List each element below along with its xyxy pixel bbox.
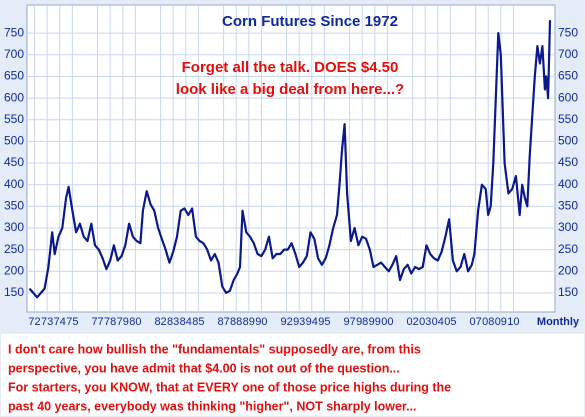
y-tick-label: 450 [4,155,24,169]
y-tick-label: 400 [4,177,24,191]
x-tick-label: 73 [41,316,53,328]
y-tick-label: 150 [558,285,578,299]
y-tick-label: 300 [4,220,24,234]
caption-box [1,334,584,416]
x-tick-label: 88 [230,316,242,328]
x-tick-label: 74 [54,316,66,328]
x-tick-label: 99 [369,316,381,328]
x-tick-label: 09 [495,316,507,328]
x-tick-label: 82 [154,316,166,328]
y-tick-label: 450 [558,155,578,169]
y-tick-label: 650 [4,69,24,83]
y-tick-label: 150 [4,285,24,299]
y-tick-label: 600 [4,90,24,104]
caption-line: I don't care how bullish the "fundamenta… [8,342,421,356]
x-tick-label: 00 [381,316,393,328]
y-tick-label: 350 [4,199,24,213]
x-tick-label: 97 [343,316,355,328]
x-tick-label: 07 [469,316,481,328]
x-tick-label: 04 [432,316,444,328]
y-tick-label: 550 [4,112,24,126]
y-tick-label: 250 [558,242,578,256]
x-tick-label: 79 [117,316,129,328]
y-tick-label: 200 [558,263,578,277]
y-tick-label: 500 [4,134,24,148]
x-tick-label: 08 [482,316,494,328]
x-tick-label: 94 [306,316,318,328]
x-tick-label: 78 [104,316,116,328]
x-tick-label: 98 [356,316,368,328]
y-tick-label: 750 [4,25,24,39]
y-tick-label: 750 [558,25,578,39]
x-tick-label: 75 [66,316,78,328]
chart-title: Corn Futures Since 1972 [222,13,398,30]
caption-line: past 40 years, everybody was thinking "h… [8,399,417,413]
y-tick-label: 250 [4,242,24,256]
x-tick-label: 95 [318,316,330,328]
price-line [28,20,552,299]
x-tick-label: 83 [167,316,179,328]
annotation: Forget all the talk. DOES $4.50 [182,59,399,76]
plot-area [26,4,556,313]
y-tick-label: 300 [558,220,578,234]
y-tick-label: 650 [558,69,578,83]
y-tick-label: 400 [558,177,578,191]
x-tick-label: 80 [129,316,141,328]
y-tick-label: 700 [558,47,578,61]
x-tick-label: 84 [180,316,192,328]
x-tick-label: 10 [507,316,519,328]
x-tick-label: 85 [192,316,204,328]
y-tick-label: 200 [4,263,24,277]
annotation: look like a big deal from here...? [176,81,404,98]
caption-line: For starters, you KNOW, that at EVERY on… [8,380,451,394]
x-axis-label: Monthly [537,316,580,328]
x-tick-label: 05 [444,316,456,328]
x-tick-label: 92 [280,316,292,328]
y-tick-label: 350 [558,199,578,213]
caption-line: perspective, you have admit that $4.00 i… [8,361,400,375]
x-tick-label: 77 [91,316,103,328]
x-tick-label: 03 [419,316,431,328]
x-tick-label: 02 [406,316,418,328]
y-tick-label: 550 [558,112,578,126]
y-tick-label: 500 [558,134,578,148]
x-tick-label: 87 [217,316,229,328]
y-tick-label: 600 [558,90,578,104]
x-tick-label: 89 [243,316,255,328]
y-tick-label: 700 [4,47,24,61]
x-tick-label: 90 [255,316,267,328]
x-tick-label: 72 [28,316,40,328]
x-tick-label: 93 [293,316,305,328]
